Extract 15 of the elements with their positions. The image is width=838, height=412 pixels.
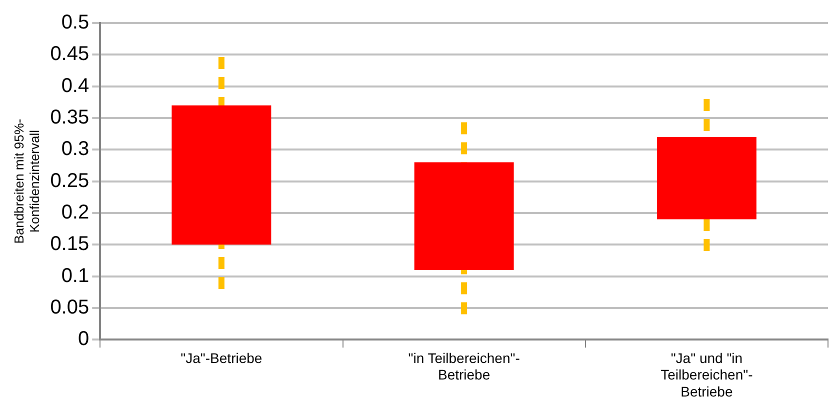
y-tick-label: 0 (78, 328, 90, 350)
y-tick-label: 0.1 (61, 264, 90, 287)
y-tick-label: 0.05 (50, 296, 90, 318)
y-axis-title: Bandbreiten mit 95%-Konfidenzintervall (11, 118, 42, 244)
x-tick-label: "in Teilbereichen"-Betriebe (408, 350, 520, 383)
y-tick-label: 0.5 (61, 12, 90, 34)
y-tick-label: 0.3 (61, 138, 90, 160)
y-tick-label: 0.35 (50, 106, 90, 128)
y-tick-label: 0.15 (50, 233, 90, 256)
y-tick-label: 0.25 (50, 170, 90, 192)
x-tick-label: "Ja"-Betriebe (180, 350, 262, 366)
y-tick-label: 0.4 (61, 74, 90, 97)
x-tick-label: "Ja" und "in Teilbereichen"-Betriebe (660, 350, 754, 400)
y-tick-label: 0.2 (61, 201, 90, 224)
y-tick-label: 0.45 (50, 43, 90, 66)
